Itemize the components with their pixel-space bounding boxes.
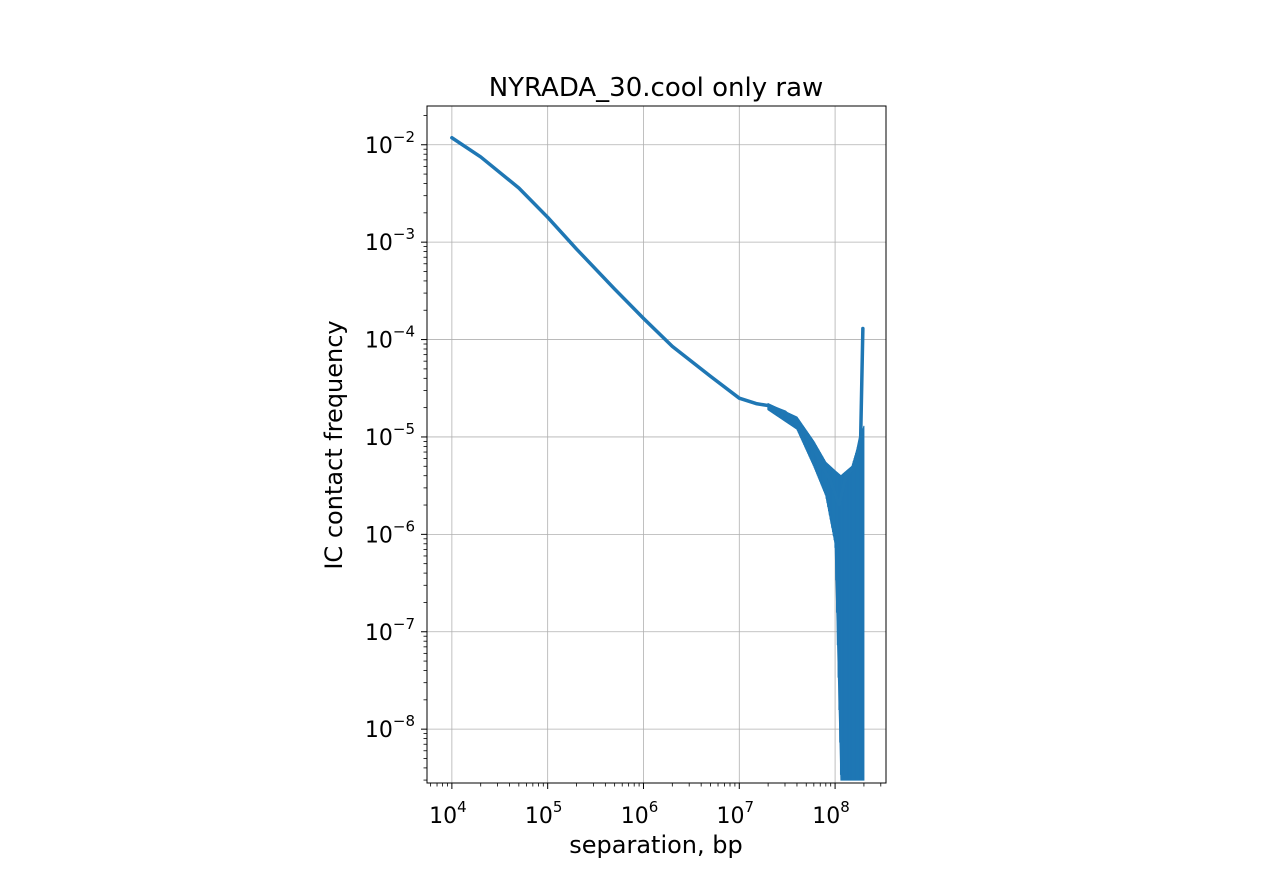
y-tick-label: 10−3 [365,225,415,256]
plot-frame [426,105,887,784]
y-tick-label: 10−6 [365,517,415,548]
y-tick-label: 10−2 [365,128,415,159]
y-axis-title: IC contact frequency [320,320,348,569]
x-tick-label: 104 [429,798,467,829]
x-tick-label: 105 [525,798,563,829]
x-tick-label: 106 [621,798,659,829]
y-tick-label: 10−4 [365,323,415,354]
x-tick-label: 108 [812,798,850,829]
y-tick-label: 10−5 [365,420,415,451]
chart-title: NYRADA_30.cool only raw [489,73,824,103]
x-axis-title: separation, bp [569,831,742,859]
x-tick-label: 107 [717,798,755,829]
y-tick-label: 10−8 [365,712,415,743]
y-tick-label: 10−7 [365,615,415,646]
plot-area [450,136,865,781]
series-layer [450,136,865,781]
ticks: 104 105 106 107 108 10−2 10−3 10−4 10−5 10−6 10−7 1… [365,115,882,829]
series-line [450,136,865,507]
